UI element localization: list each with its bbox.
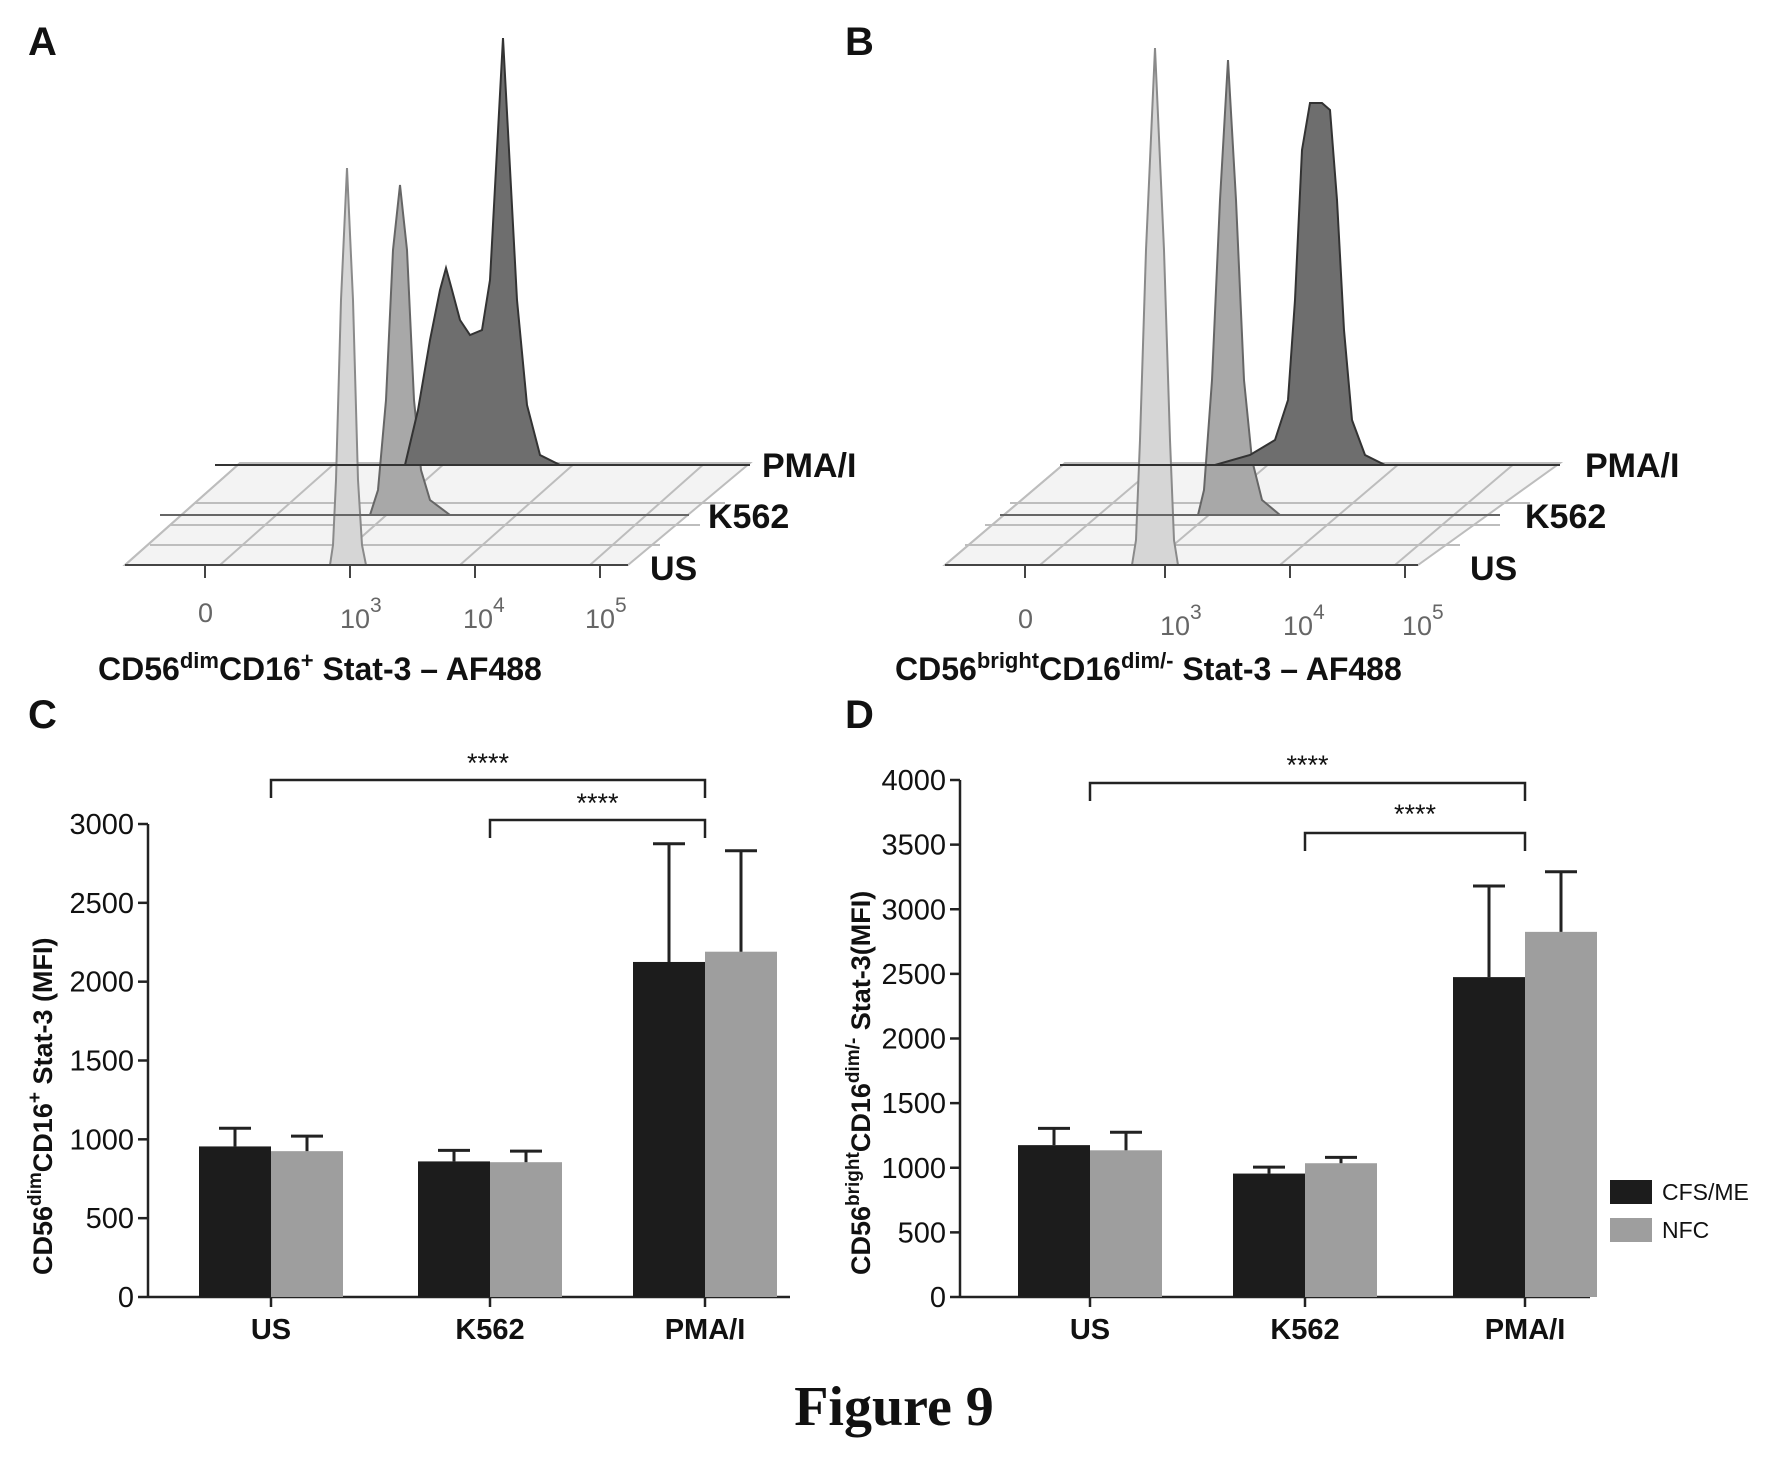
bar-cfs-me-us <box>199 1146 271 1297</box>
x-category-label: US <box>251 1314 291 1346</box>
significance-label: **** <box>1286 750 1329 780</box>
plot-area-d: 0 500 1000 1500 2000 2500 3000 3500 4000 US K562 PM… <box>881 750 1597 1346</box>
panel-label-c: C <box>28 693 57 737</box>
histogram-pma-i <box>215 37 750 466</box>
y-tick-label: 1500 <box>69 1046 134 1078</box>
y-tick-label: 3000 <box>881 894 946 926</box>
x-tick-0: 0 <box>1018 604 1033 634</box>
x-tick-10e3: 103 <box>340 594 382 634</box>
x-category-label: K562 <box>455 1314 524 1346</box>
histogram-x-axis <box>945 564 1418 578</box>
y-tick-label: 4000 <box>881 765 946 797</box>
y-axis-label-d: CD56brightCD16dim/- Stat-3(MFI) <box>843 891 876 1275</box>
y-tick-label: 2500 <box>69 888 134 920</box>
y-tick-label: 2500 <box>881 959 946 991</box>
trace-label-us: US <box>650 550 697 588</box>
bar-nfc-us <box>271 1151 343 1297</box>
y-tick-label: 500 <box>898 1217 946 1249</box>
legend-swatch-nfc <box>1610 1218 1652 1242</box>
x-tick-10e5: 105 <box>585 594 627 634</box>
bar-nfc-pma-i <box>705 951 777 1297</box>
y-tick-label: 2000 <box>881 1024 946 1056</box>
legend-label-nfc: NFC <box>1662 1217 1709 1243</box>
x-category-label: K562 <box>1270 1314 1339 1346</box>
trace-label-us: US <box>1470 550 1517 588</box>
y-tick-label: 0 <box>118 1282 134 1314</box>
bar-cfs-me-us <box>1018 1145 1090 1297</box>
figure-caption: Figure 9 <box>794 1376 994 1438</box>
x-tick-0: 0 <box>198 598 213 628</box>
x-tick-10e3: 103 <box>1160 601 1202 641</box>
histogram-k562 <box>160 184 689 516</box>
histogram-x-axis <box>125 564 628 578</box>
y-axis-label-c: CD56dimCD16+ Stat-3 (MFI) <box>25 938 58 1275</box>
x-axis-label-b: CD56brightCD16dim/- Stat-3 – AF488 <box>895 648 1402 687</box>
legend: CFS/ME NFC <box>1610 1179 1749 1243</box>
x-category-label: PMA/I <box>665 1314 746 1346</box>
bar-cfs-me-pma-i <box>633 961 705 1297</box>
significance-label: **** <box>467 748 510 778</box>
y-tick-label: 1000 <box>881 1153 946 1185</box>
trace-label-pma-i: PMA/I <box>1585 447 1679 485</box>
y-tick-label: 3500 <box>881 830 946 862</box>
bar-nfc-k562 <box>490 1162 562 1297</box>
bar-cfs-me-pma-i <box>1453 977 1525 1297</box>
panel-label-a: A <box>28 20 57 64</box>
y-tick-label: 3000 <box>69 809 134 841</box>
panel-d-bar-chart: D CD56brightCD16dim/- Stat-3(MFI) 0 500 10… <box>843 693 1749 1346</box>
panel-b-histogram: B PMA/I K562 US 0 103 104 105 <box>845 20 1679 687</box>
trace-label-k562: K562 <box>708 498 789 536</box>
panel-a-histogram: A PMA/I K562 US 0 <box>28 20 856 687</box>
x-tick-10e4: 104 <box>1283 601 1325 641</box>
x-tick-10e4: 104 <box>463 594 505 634</box>
x-tick-10e5: 105 <box>1402 601 1444 641</box>
significance-bracket <box>269 778 707 798</box>
x-category-label: PMA/I <box>1485 1314 1566 1346</box>
x-axis-label-a: CD56dimCD16+ Stat-3 – AF488 <box>98 648 542 687</box>
significance-bracket <box>1303 831 1527 851</box>
histogram-k562 <box>1000 59 1500 516</box>
legend-label-cfs-me: CFS/ME <box>1662 1179 1749 1205</box>
trace-label-pma-i: PMA/I <box>762 447 856 485</box>
panel-c-bar-chart: C CD56dimCD16+ Stat-3 (MFI) 0 500 1000 1500… <box>25 693 790 1346</box>
significance-bracket <box>1088 781 1527 801</box>
y-tick-label: 0 <box>930 1282 946 1314</box>
bar-nfc-pma-i <box>1525 931 1597 1297</box>
histogram-pma-i <box>1060 102 1560 466</box>
y-tick-label: 2000 <box>69 967 134 999</box>
legend-swatch-cfs-me <box>1610 1180 1652 1204</box>
panel-label-d: D <box>845 693 874 737</box>
bar-nfc-k562 <box>1305 1163 1377 1297</box>
bar-cfs-me-k562 <box>1233 1173 1305 1297</box>
trace-label-k562: K562 <box>1525 498 1606 536</box>
bar-nfc-us <box>1090 1150 1162 1297</box>
panel-label-b: B <box>845 20 874 64</box>
x-category-label: US <box>1070 1314 1110 1346</box>
plot-area-c: 0 500 1000 1500 2000 2500 3000 US K562 PMA/I **** *… <box>69 748 790 1346</box>
significance-label: **** <box>1394 799 1437 829</box>
y-tick-label: 500 <box>86 1203 134 1235</box>
y-tick-label: 1500 <box>881 1088 946 1120</box>
significance-bracket <box>488 818 707 838</box>
significance-label: **** <box>576 788 619 818</box>
bar-cfs-me-k562 <box>418 1161 490 1297</box>
y-tick-label: 1000 <box>69 1124 134 1156</box>
